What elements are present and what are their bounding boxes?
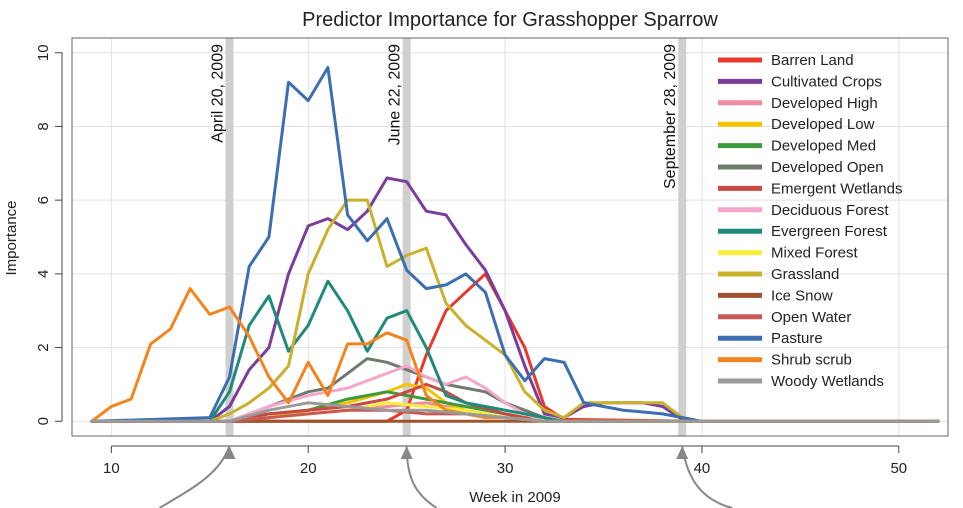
x-tick-label: 10 bbox=[103, 460, 120, 477]
series-line bbox=[90, 401, 940, 423]
x-axis: 10 20 30 40 50 bbox=[103, 445, 907, 477]
y-axis-label: Importance bbox=[3, 200, 20, 275]
legend-label: Grassland bbox=[771, 266, 839, 283]
y-axis: 0 2 4 6 8 10 bbox=[35, 44, 63, 425]
annotation-bar bbox=[678, 38, 687, 436]
callout-arrowhead bbox=[223, 446, 236, 459]
annotation-bar bbox=[402, 38, 411, 436]
legend-label: Developed Low bbox=[771, 116, 875, 133]
callout-arrow bbox=[158, 445, 231, 508]
callout-arrow bbox=[681, 445, 733, 508]
legend-label: Barren Land bbox=[771, 52, 854, 69]
annotation-labels: April 20, 2009 June 22, 2009 September 28,… bbox=[209, 44, 679, 189]
chart-title: Predictor Importance for Grasshopper Spa… bbox=[302, 9, 718, 31]
legend-label: Mixed Forest bbox=[771, 245, 859, 262]
legend: Barren Land Cultivated Crops Developed Hig… bbox=[718, 52, 902, 390]
series-line bbox=[90, 279, 940, 423]
x-tick-label: 50 bbox=[890, 460, 907, 477]
legend-label: Deciduous Forest bbox=[771, 202, 889, 219]
annotation-label: June 22, 2009 bbox=[387, 44, 404, 146]
annotation-label: September 28, 2009 bbox=[662, 44, 679, 189]
legend-label: Pasture bbox=[771, 330, 823, 347]
x-tick-label: 40 bbox=[694, 460, 711, 477]
legend-label: Developed High bbox=[771, 95, 878, 112]
plot-frame bbox=[71, 37, 949, 437]
callout-arrow bbox=[405, 445, 438, 508]
x-tick-label: 20 bbox=[300, 460, 317, 477]
legend-label: Ice Snow bbox=[771, 287, 833, 304]
annotation-label: April 20, 2009 bbox=[209, 44, 226, 143]
legend-label: Developed Med bbox=[771, 138, 876, 155]
legend-label: Cultivated Crops bbox=[771, 73, 882, 90]
legend-label: Open Water bbox=[771, 309, 851, 326]
y-tick-label: 10 bbox=[35, 44, 52, 61]
series-line bbox=[90, 382, 940, 423]
annotation-bar bbox=[225, 38, 234, 436]
y-tick-label: 2 bbox=[35, 343, 52, 351]
legend-label: Developed Open bbox=[771, 159, 884, 176]
legend-label: Emergent Wetlands bbox=[771, 180, 902, 197]
series-lines bbox=[90, 66, 940, 423]
legend-label: Woody Wetlands bbox=[771, 373, 884, 390]
y-tick-label: 0 bbox=[35, 417, 52, 425]
y-tick-label: 8 bbox=[35, 122, 52, 130]
x-tick-label: 30 bbox=[497, 460, 514, 477]
y-tick-label: 6 bbox=[35, 196, 52, 204]
callout-arrows bbox=[158, 445, 733, 508]
series-line bbox=[90, 66, 940, 423]
series-line bbox=[90, 198, 940, 423]
legend-label: Evergreen Forest bbox=[771, 223, 888, 240]
callout-arrowhead bbox=[676, 446, 689, 459]
x-axis-label: Week in 2009 bbox=[469, 489, 560, 506]
legend-label: Shrub scrub bbox=[771, 352, 852, 369]
series-line bbox=[90, 357, 940, 423]
callout-arrowhead bbox=[400, 446, 413, 459]
y-tick-label: 4 bbox=[35, 270, 52, 278]
annotation-bars bbox=[225, 38, 687, 436]
